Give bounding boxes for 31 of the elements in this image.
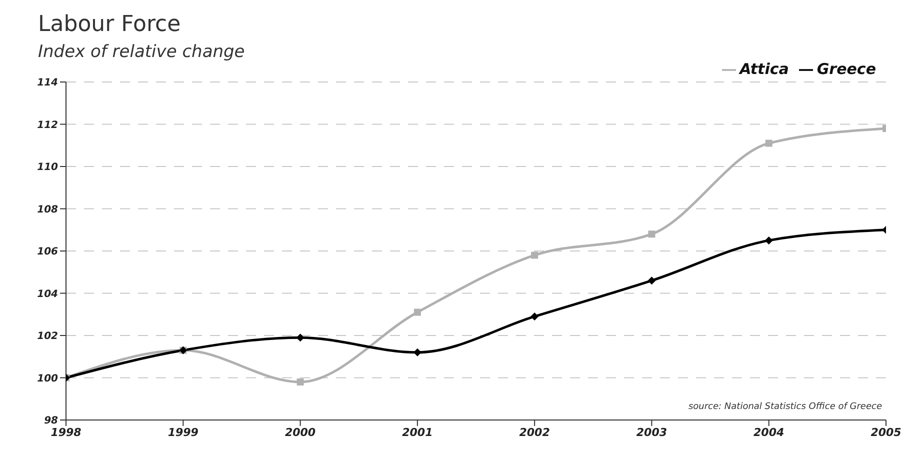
point [765,140,772,147]
chart-subtitle: Index of relative change [38,42,245,62]
annotation: source: National Statistics Office of Greece [688,402,882,412]
x-tick-label: 1998 [50,426,82,439]
legend-label: Attica [740,60,789,78]
y-tick-label: 98 [44,416,58,427]
legend-label: Greece [816,60,876,78]
y-tick-label: 102 [37,331,58,342]
x-tick-label: 1999 [168,426,199,439]
x-tick-label: 2001 [402,426,433,439]
point [764,236,773,244]
x-tick-label: 2005 [870,426,902,439]
point [414,308,421,316]
x-tick-label: 2000 [284,426,316,439]
x-tick-label: 2004 [754,426,784,439]
y-tick-label: 110 [37,162,58,174]
point [531,252,538,259]
point [648,276,656,285]
y-tick-label: 108 [37,204,58,216]
y-tick-label: 114 [37,78,58,89]
point [296,334,304,342]
y-tick-label: 104 [37,288,58,300]
y-tick-label: 100 [37,373,58,384]
y-tick-label: 112 [37,120,58,131]
point [648,230,656,238]
x-tick-label: 2003 [636,426,668,439]
x-tick-label: 2002 [519,426,550,439]
chart-title: Labour Force [38,12,181,37]
y-tick-label: 106 [37,246,58,258]
point [296,378,304,386]
point [530,312,539,320]
